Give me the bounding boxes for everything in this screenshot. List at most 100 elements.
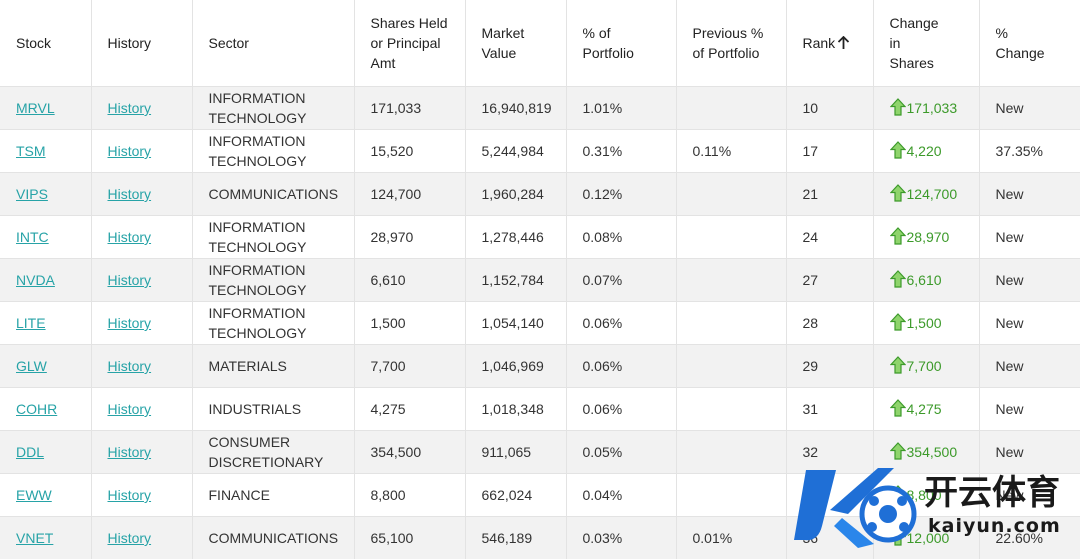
cell-rank: 21 (786, 173, 873, 216)
cell-shares: 6,610 (354, 259, 465, 302)
change-shares-value: 354,500 (907, 444, 958, 460)
cell-history: History (91, 216, 192, 259)
stock-ticker-link[interactable]: GLW (16, 358, 47, 374)
cell-pct: 0.03% (566, 517, 676, 559)
cell-pct: 0.07% (566, 259, 676, 302)
change-shares-value: 8,800 (907, 487, 942, 503)
cell-stock: LITE (0, 302, 91, 345)
col-header-change-shares[interactable]: Change in Shares (873, 0, 979, 87)
history-link[interactable]: History (108, 401, 152, 417)
stock-ticker-link[interactable]: VNET (16, 530, 53, 546)
arrow-up-icon (837, 36, 850, 50)
stock-ticker-link[interactable]: MRVL (16, 100, 55, 116)
history-link[interactable]: History (108, 100, 152, 116)
cell-pct-change: New (979, 431, 1080, 474)
green-up-arrow-icon (890, 141, 906, 159)
cell-change-shares: 28,970 (873, 216, 979, 259)
cell-pct-change: New (979, 173, 1080, 216)
cell-market-value: 1,960,284 (465, 173, 566, 216)
cell-stock: GLW (0, 345, 91, 388)
cell-sector: INFORMATION TECHNOLOGY (192, 87, 354, 130)
cell-sector: MATERIALS (192, 345, 354, 388)
change-shares-value: 1,500 (907, 315, 942, 331)
history-link[interactable]: History (108, 229, 152, 245)
col-header-rank[interactable]: Rank (786, 0, 873, 87)
table-row: VIPS History COMMUNICATIONS 124,700 1,960,28… (0, 173, 1080, 216)
cell-stock: DDL (0, 431, 91, 474)
stock-ticker-link[interactable]: VIPS (16, 186, 48, 202)
cell-shares: 1,500 (354, 302, 465, 345)
col-header-shares[interactable]: Shares Held or Principal Amt (354, 0, 465, 87)
history-link[interactable]: History (108, 272, 152, 288)
green-up-arrow-icon (890, 399, 906, 417)
history-link[interactable]: History (108, 487, 152, 503)
cell-market-value: 1,278,446 (465, 216, 566, 259)
cell-prev-pct (676, 388, 786, 431)
history-link[interactable]: History (108, 315, 152, 331)
col-header-market-value[interactable]: Market Value (465, 0, 566, 87)
history-link[interactable]: History (108, 444, 152, 460)
cell-change-shares: 354,500 (873, 431, 979, 474)
cell-change-shares: 1,500 (873, 302, 979, 345)
green-up-arrow-icon (890, 227, 906, 245)
cell-sector: COMMUNICATIONS (192, 173, 354, 216)
stock-ticker-link[interactable]: INTC (16, 229, 49, 245)
cell-sector: INDUSTRIALS (192, 388, 354, 431)
col-header-stock[interactable]: Stock (0, 0, 91, 87)
cell-rank: 32 (786, 431, 873, 474)
stock-ticker-link[interactable]: NVDA (16, 272, 55, 288)
green-up-arrow-icon (890, 98, 906, 116)
cell-pct: 0.08% (566, 216, 676, 259)
cell-change-shares: 12,000 (873, 517, 979, 559)
cell-rank: 29 (786, 345, 873, 388)
cell-change-shares: 7,700 (873, 345, 979, 388)
cell-history: History (91, 474, 192, 517)
cell-shares: 65,100 (354, 517, 465, 559)
history-link[interactable]: History (108, 186, 152, 202)
cell-market-value: 1,046,969 (465, 345, 566, 388)
cell-pct-change: New (979, 302, 1080, 345)
cell-rank: 31 (786, 388, 873, 431)
col-header-pct-change[interactable]: % Change (979, 0, 1080, 87)
col-header-pct-portfolio[interactable]: % of Portfolio (566, 0, 676, 87)
stock-ticker-link[interactable]: EWW (16, 487, 52, 503)
change-shares-value: 124,700 (907, 186, 958, 202)
stock-ticker-link[interactable]: TSM (16, 143, 46, 159)
cell-prev-pct (676, 173, 786, 216)
col-header-prev-pct-portfolio[interactable]: Previous % of Portfolio (676, 0, 786, 87)
cell-stock: EWW (0, 474, 91, 517)
stock-ticker-link[interactable]: LITE (16, 315, 46, 331)
change-shares-value: 12,000 (907, 530, 950, 546)
cell-pct-change: New (979, 345, 1080, 388)
cell-history: History (91, 173, 192, 216)
cell-market-value: 1,054,140 (465, 302, 566, 345)
change-shares-value: 7,700 (907, 358, 942, 374)
col-header-history[interactable]: History (91, 0, 192, 87)
cell-prev-pct (676, 474, 786, 517)
cell-shares: 8,800 (354, 474, 465, 517)
cell-pct: 0.04% (566, 474, 676, 517)
stock-ticker-link[interactable]: DDL (16, 444, 44, 460)
history-link[interactable]: History (108, 143, 152, 159)
col-header-sector[interactable]: Sector (192, 0, 354, 87)
cell-shares: 7,700 (354, 345, 465, 388)
cell-sector: INFORMATION TECHNOLOGY (192, 259, 354, 302)
history-link[interactable]: History (108, 530, 152, 546)
cell-pct: 0.05% (566, 431, 676, 474)
cell-market-value: 1,018,348 (465, 388, 566, 431)
history-link[interactable]: History (108, 358, 152, 374)
cell-rank: 34 (786, 474, 873, 517)
cell-pct-change: 37.35% (979, 130, 1080, 173)
cell-sector: CONSUMER DISCRETIONARY (192, 431, 354, 474)
cell-stock: VIPS (0, 173, 91, 216)
cell-shares: 15,520 (354, 130, 465, 173)
stock-ticker-link[interactable]: COHR (16, 401, 57, 417)
cell-prev-pct (676, 216, 786, 259)
green-up-arrow-icon (890, 313, 906, 331)
cell-change-shares: 4,220 (873, 130, 979, 173)
